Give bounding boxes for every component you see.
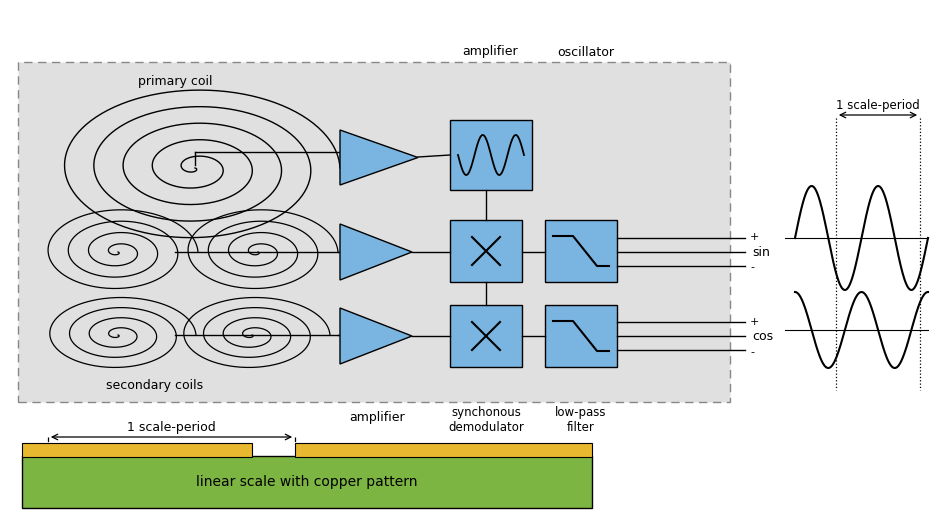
Text: +: +	[750, 232, 759, 242]
Bar	[450, 120, 532, 190]
Bar	[450, 305, 522, 367]
Bar	[295, 443, 592, 457]
Bar	[545, 220, 617, 282]
Text: secondary coils: secondary coils	[107, 378, 203, 392]
Bar	[22, 443, 252, 457]
Text: cos: cos	[752, 331, 773, 343]
Text: oscillator: oscillator	[558, 46, 615, 58]
Bar	[450, 220, 522, 282]
Text: amplifier: amplifier	[349, 411, 404, 425]
Text: -: -	[750, 262, 754, 272]
Text: 1 scale-period: 1 scale-period	[127, 421, 216, 435]
Text: amplifier: amplifier	[462, 46, 518, 58]
Polygon shape	[340, 224, 412, 280]
Text: synchonous
demodulator: synchonous demodulator	[448, 406, 524, 434]
Polygon shape	[340, 130, 418, 185]
FancyBboxPatch shape	[18, 62, 730, 402]
Text: sin: sin	[752, 245, 770, 259]
Text: low-pass
filter: low-pass filter	[555, 406, 607, 434]
Text: primary coil: primary coil	[138, 75, 212, 89]
Bar	[22, 456, 592, 508]
Text: +: +	[750, 317, 759, 327]
Text: linear scale with copper pattern: linear scale with copper pattern	[197, 475, 417, 489]
Polygon shape	[340, 308, 412, 364]
Bar	[545, 305, 617, 367]
Text: -: -	[750, 347, 754, 357]
Text: 1 scale-period: 1 scale-period	[836, 99, 920, 111]
